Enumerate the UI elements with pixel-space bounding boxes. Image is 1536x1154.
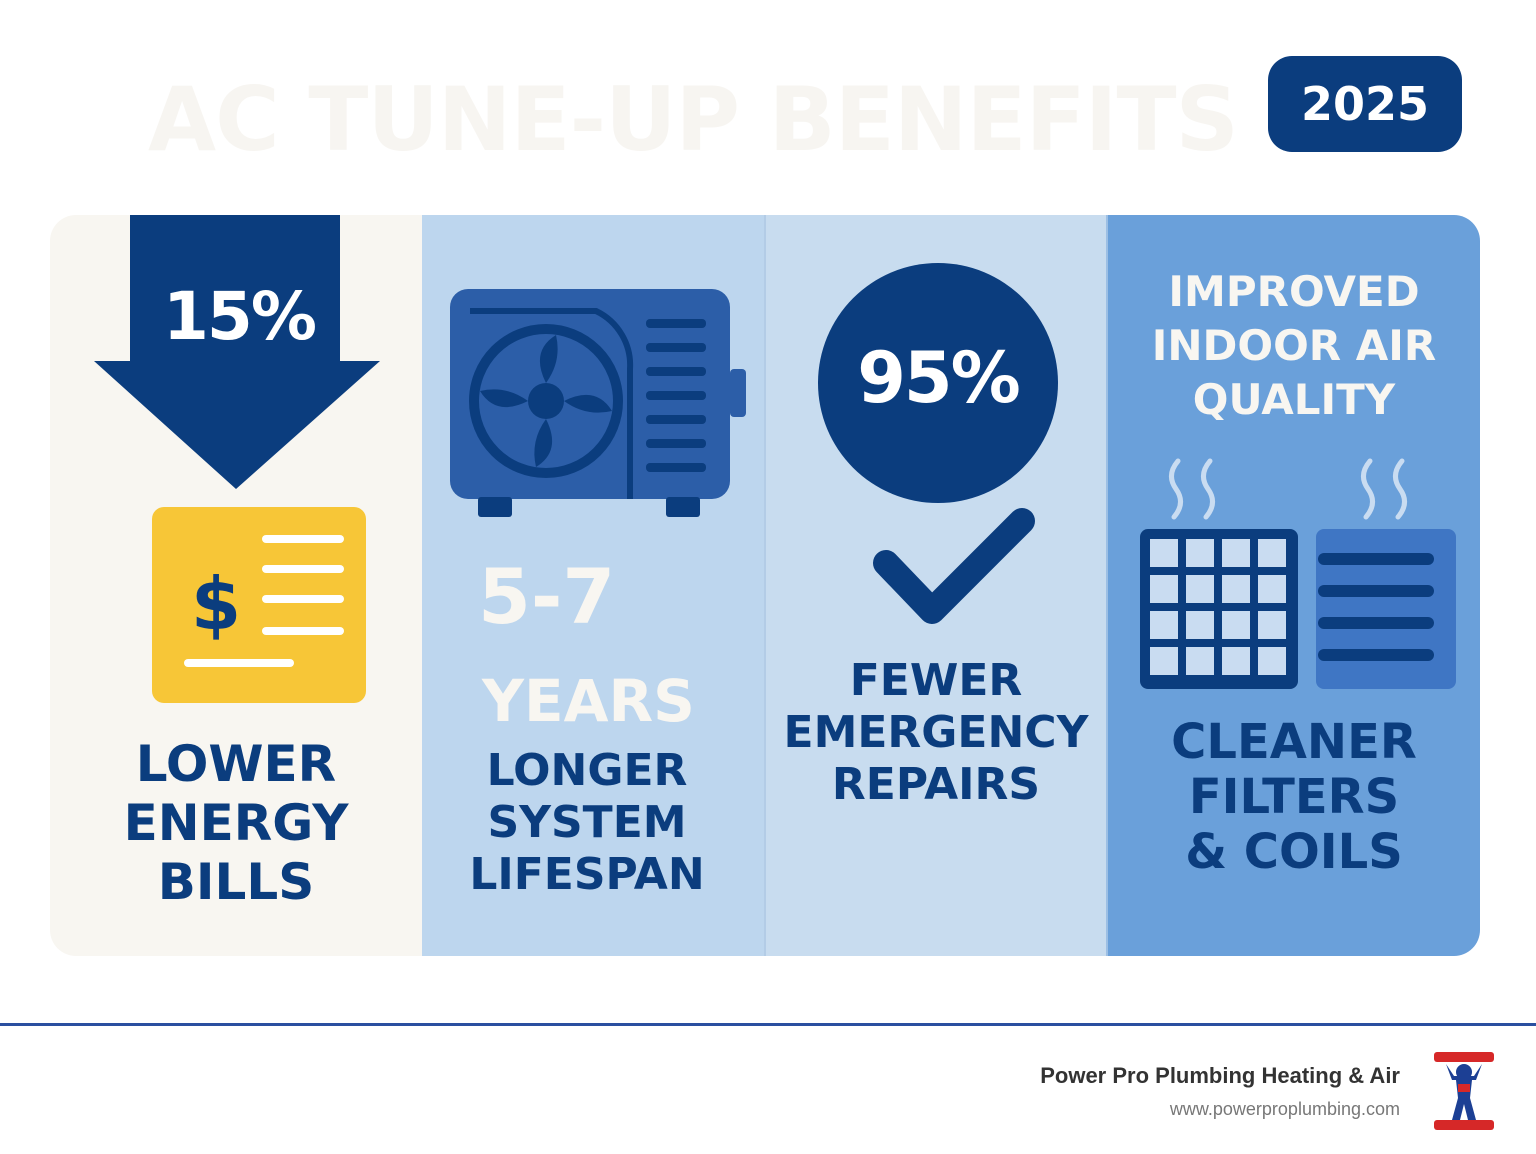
benefit-air-quality: IMPROVED INDOOR AIR QUALITY	[1106, 215, 1480, 956]
caption-line: BILLS	[157, 853, 315, 911]
energy-savings-stat: 15%	[163, 278, 317, 355]
caption-line: & COILS	[1185, 824, 1403, 881]
company-name: Power Pro Plumbing Heating & Air	[1040, 1063, 1400, 1088]
down-arrow-icon	[94, 215, 380, 489]
heading-line: INDOOR AIR	[1151, 321, 1437, 370]
benefit-fewer-repairs: 95% FEWER EMERGENCY REPAIRS	[764, 215, 1106, 956]
caption-line: REPAIRS	[831, 758, 1041, 810]
bill-dollar-icon: $	[152, 507, 366, 703]
fewer-repairs-caption: FEWER EMERGENCY REPAIRS	[766, 655, 1106, 811]
repairs-stat: 95%	[857, 337, 1021, 419]
caption-line: CLEANER	[1171, 714, 1417, 770]
caption-line: FILTERS	[1188, 769, 1400, 826]
year-badge: 2025	[1268, 56, 1462, 152]
caption-line: FEWER	[849, 655, 1023, 706]
caption-line: EMERGENCY	[783, 706, 1089, 758]
checkmark-icon	[873, 508, 1035, 624]
power-pro-mascot-logo-icon	[1434, 1052, 1494, 1130]
heading-line: IMPROVED	[1168, 267, 1420, 316]
air-filter-icon	[1140, 458, 1456, 689]
benefit-system-lifespan: 5-7 YEARS LONGER SYSTEM LIFESPAN	[422, 215, 764, 956]
airflow-wave-icon	[1169, 458, 1407, 520]
system-lifespan-caption: LONGER SYSTEM LIFESPAN	[416, 745, 758, 901]
caption-line: LONGER	[486, 745, 688, 796]
ac-unit-icon	[450, 289, 746, 517]
caption-line: SYSTEM	[487, 796, 687, 848]
air-quality-heading: IMPROVED INDOOR AIR QUALITY	[1108, 265, 1480, 427]
footer-divider	[0, 1023, 1536, 1026]
lifespan-range-stat: 5-7	[478, 552, 616, 641]
cleaner-filters-caption: CLEANER FILTERS & COILS	[1108, 714, 1480, 881]
dollar-sign: $	[191, 562, 241, 646]
heading-line: QUALITY	[1192, 375, 1396, 424]
caption-line: LOWER	[135, 735, 337, 793]
stat-circle	[818, 263, 1058, 503]
company-website[interactable]: www.powerproplumbing.com	[1169, 1099, 1400, 1119]
benefits-panel: 15% $ LOWER ENERGY BILLS	[50, 215, 1480, 956]
caption-line: ENERGY	[123, 794, 349, 852]
benefit-energy-bills: 15% $ LOWER ENERGY BILLS	[50, 215, 422, 956]
energy-bills-caption: LOWER ENERGY BILLS	[50, 735, 422, 912]
caption-line: LIFESPAN	[469, 848, 705, 900]
lifespan-unit: YEARS	[482, 667, 695, 735]
page-title: AC TUNE-UP BENEFITS	[148, 68, 1239, 171]
